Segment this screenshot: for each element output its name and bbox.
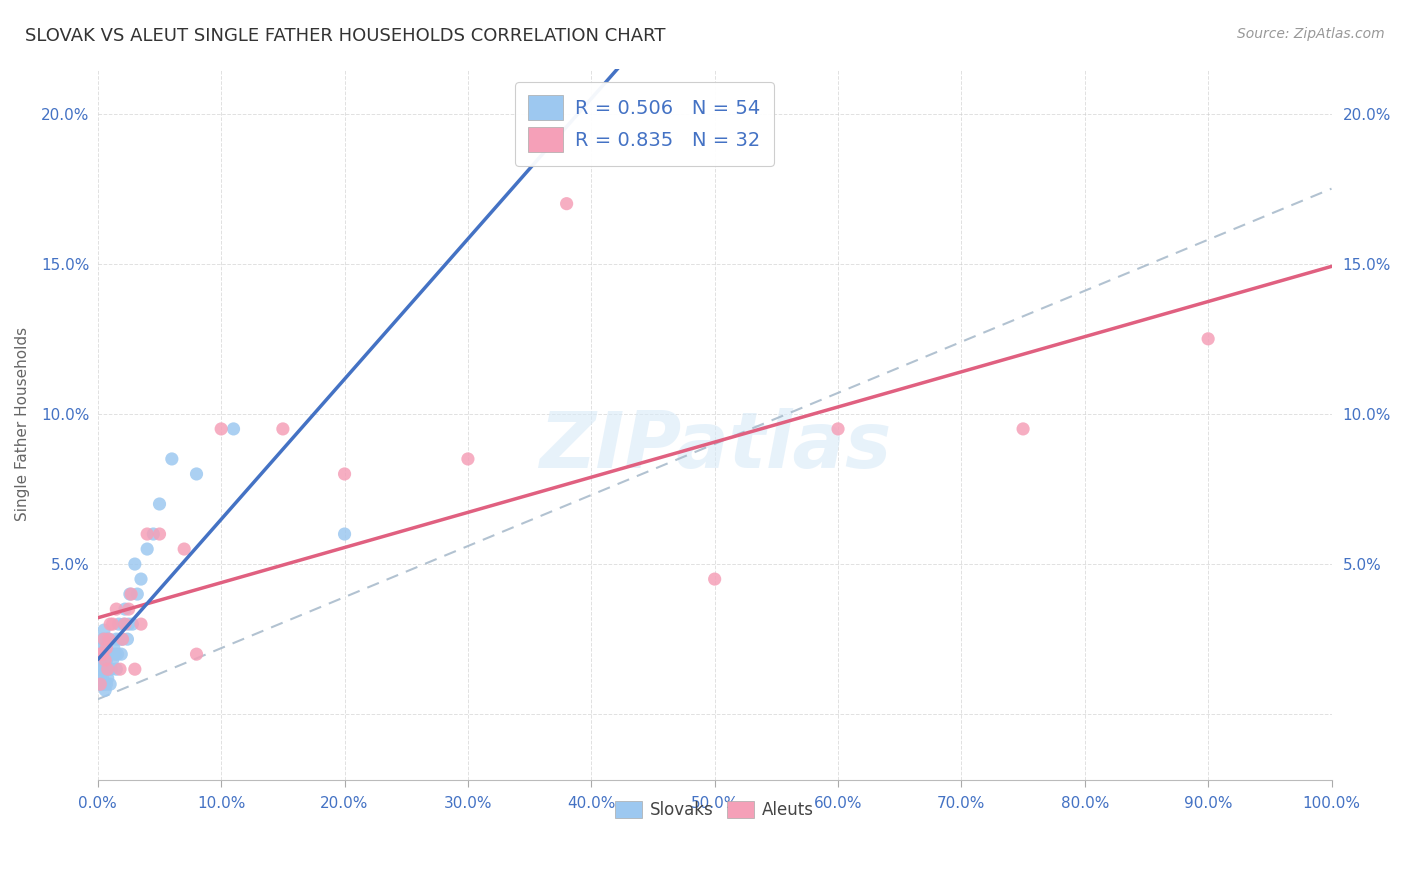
Point [94,662,117,676]
Point [118,617,141,632]
Point [91,632,114,647]
Point [96,632,118,647]
Point [98,647,121,661]
Point [97,662,120,676]
Point [120,587,142,601]
Text: Source: ZipAtlas.com: Source: ZipAtlas.com [1237,27,1385,41]
Point [91,671,114,685]
Point [96,677,118,691]
Point [89,671,111,685]
Point [93,623,115,637]
Point [90,641,112,656]
Point [94,641,117,656]
Point [101,653,124,667]
Point [118,587,141,601]
Point [148,527,170,541]
Point [108,632,131,647]
Point [111,632,134,647]
Point [96,641,118,656]
Point [112,617,135,632]
Point [160,452,183,467]
Point [97,632,120,647]
Point [91,647,114,661]
Point [89,647,111,661]
Point [129,617,152,632]
Point [114,617,136,632]
Point [94,683,117,698]
Point [186,647,208,661]
Point [100,662,122,676]
Point [105,662,128,676]
Point [827,422,849,436]
Point [173,542,195,557]
Point [93,647,115,661]
Point [117,632,139,647]
Point [121,617,143,632]
Point [98,617,121,632]
Point [93,632,115,647]
Point [118,602,141,616]
Point [111,632,134,647]
Point [136,527,159,541]
Point [96,653,118,667]
Point [101,617,124,632]
Point [209,422,232,436]
Point [97,671,120,685]
Point [186,467,208,481]
Point [107,617,129,632]
Text: SLOVAK VS ALEUT SINGLE FATHER HOUSEHOLDS CORRELATION CHART: SLOVAK VS ALEUT SINGLE FATHER HOUSEHOLDS… [25,27,666,45]
Point [90,662,112,676]
Point [555,196,578,211]
Point [89,677,111,691]
Point [90,677,112,691]
Point [333,467,356,481]
Point [89,653,111,667]
Point [98,677,121,691]
Point [129,572,152,586]
Point [1012,422,1035,436]
Point [91,653,114,667]
Point [87,647,110,661]
Point [108,662,131,676]
Point [87,662,110,676]
Point [93,662,115,676]
Point [136,542,159,557]
Point [105,602,128,616]
Point [87,677,110,691]
Point [103,641,125,656]
Point [457,452,479,467]
Point [124,662,146,676]
Point [90,647,112,661]
Legend: Slovaks, Aleuts: Slovaks, Aleuts [609,794,821,825]
Point [148,497,170,511]
Point [271,422,294,436]
Point [1197,332,1219,346]
Text: ZIPatlas: ZIPatlas [538,408,891,483]
Point [222,422,245,436]
Point [124,557,146,571]
Point [127,587,149,601]
Point [97,632,120,647]
Point [94,653,117,667]
Point [114,602,136,616]
Point [97,647,120,661]
Point [107,647,129,661]
Y-axis label: Single Father Households: Single Father Households [15,327,30,522]
Point [110,647,132,661]
Point [104,647,127,661]
Point [97,662,120,676]
Point [93,677,115,691]
Point [703,572,725,586]
Point [333,527,356,541]
Point [105,632,128,647]
Point [142,527,165,541]
